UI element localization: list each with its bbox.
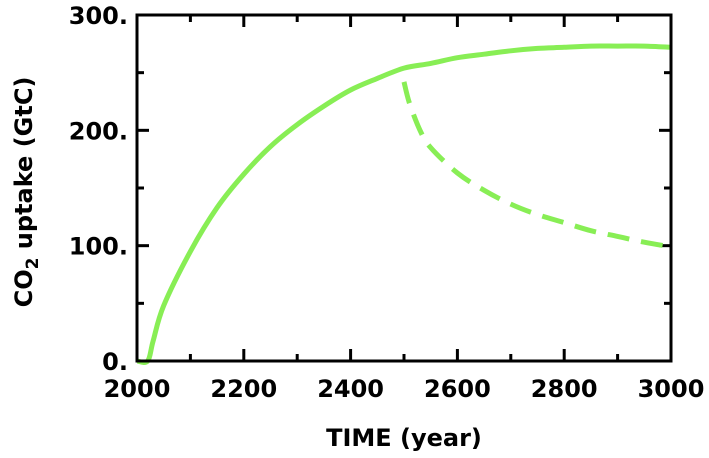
- y-axis-title-prefix: CO: [10, 269, 38, 307]
- x-axis-title: TIME (year): [326, 424, 482, 452]
- x-tick-label: 2200: [210, 375, 277, 403]
- x-tick-label: 2800: [531, 375, 598, 403]
- y-tick-label: 300.: [69, 2, 128, 30]
- x-tick-label: 2000: [104, 375, 171, 403]
- y-tick-label: 200.: [69, 117, 128, 145]
- y-tick-label: 0.: [102, 348, 128, 376]
- plot-lines: [136, 43, 672, 365]
- y-axis-title-suffix: uptake (GtC): [10, 77, 38, 258]
- series-line-solid: [136, 43, 672, 365]
- y-tick-label: 100.: [69, 233, 128, 261]
- x-tick-label: 2600: [424, 375, 491, 403]
- series-line-dashed: [401, 81, 672, 250]
- x-tick-label: 2400: [317, 375, 384, 403]
- x-tick-label: 3000: [638, 375, 705, 403]
- y-axis-title-subscript: 2: [23, 258, 43, 270]
- plot-frame: [135, 13, 673, 363]
- y-axis-title: CO2 uptake (GtC): [10, 77, 43, 308]
- tick-labels: 2000 2200 2400 2600 2800 3000 0. 100. 200. 300.: [69, 2, 705, 403]
